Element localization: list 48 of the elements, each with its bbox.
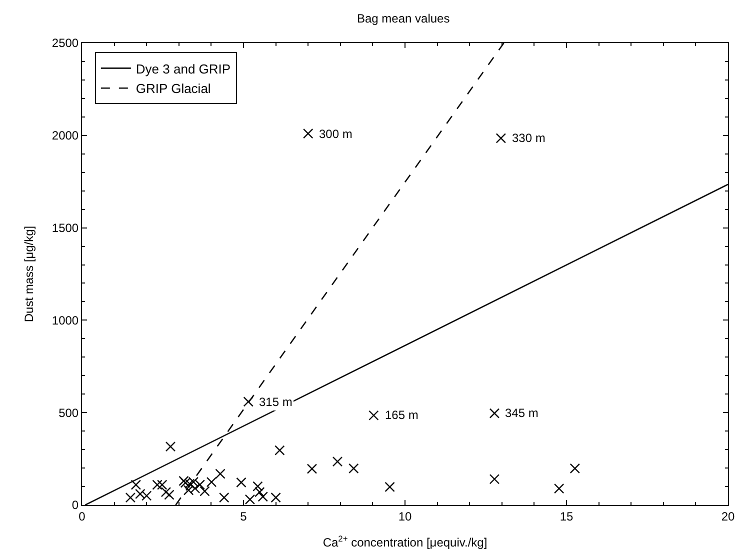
point	[384, 482, 395, 492]
x-tick-label: 20	[721, 509, 735, 524]
point	[206, 476, 217, 488]
point	[348, 463, 359, 474]
point	[270, 492, 281, 503]
y-tick-label: 500	[58, 406, 79, 420]
annotation: 345 m	[505, 406, 538, 420]
annotation: 300 m	[319, 127, 352, 141]
annotation: 165 m	[385, 408, 418, 422]
point	[165, 442, 176, 452]
point	[164, 490, 174, 500]
point	[125, 492, 136, 503]
point	[489, 408, 500, 418]
x-tick-label: 5	[240, 509, 248, 524]
point	[368, 410, 379, 420]
y-tick-label: 0	[72, 498, 79, 512]
x-tick-label: 10	[398, 509, 412, 524]
x-axis-title: Ca$^{2+}$ concentration [μequiv./kg]	[322, 533, 488, 550]
point	[258, 492, 268, 502]
point	[219, 492, 230, 503]
annotation: 330 m	[512, 131, 546, 145]
annotation: 315 m	[259, 395, 292, 409]
point	[303, 128, 314, 139]
point	[489, 474, 500, 484]
point	[236, 477, 246, 488]
point	[215, 468, 226, 479]
y-tick-label: 2500	[52, 36, 79, 50]
y-tick-label: 1500	[52, 221, 79, 235]
chart-title: Bag mean values	[357, 11, 450, 26]
point	[130, 480, 142, 490]
point	[496, 133, 506, 144]
point	[243, 396, 254, 407]
point	[554, 483, 564, 494]
y-tick-label: 2000	[52, 128, 79, 143]
point	[160, 486, 172, 498]
point	[152, 480, 162, 490]
legend-label: GRIP Glacial	[136, 81, 211, 96]
point	[570, 463, 580, 474]
y-tick-label: 1000	[52, 313, 79, 328]
point	[274, 445, 285, 456]
x-tick-label: 15	[560, 509, 574, 524]
legend-label: Dye 3 and GRIP	[136, 61, 231, 76]
point	[252, 481, 263, 492]
point	[332, 456, 343, 467]
point	[157, 480, 168, 490]
point	[306, 464, 318, 474]
point	[254, 486, 265, 498]
y-axis-title: Dust mass [μg/kg]	[22, 226, 36, 322]
